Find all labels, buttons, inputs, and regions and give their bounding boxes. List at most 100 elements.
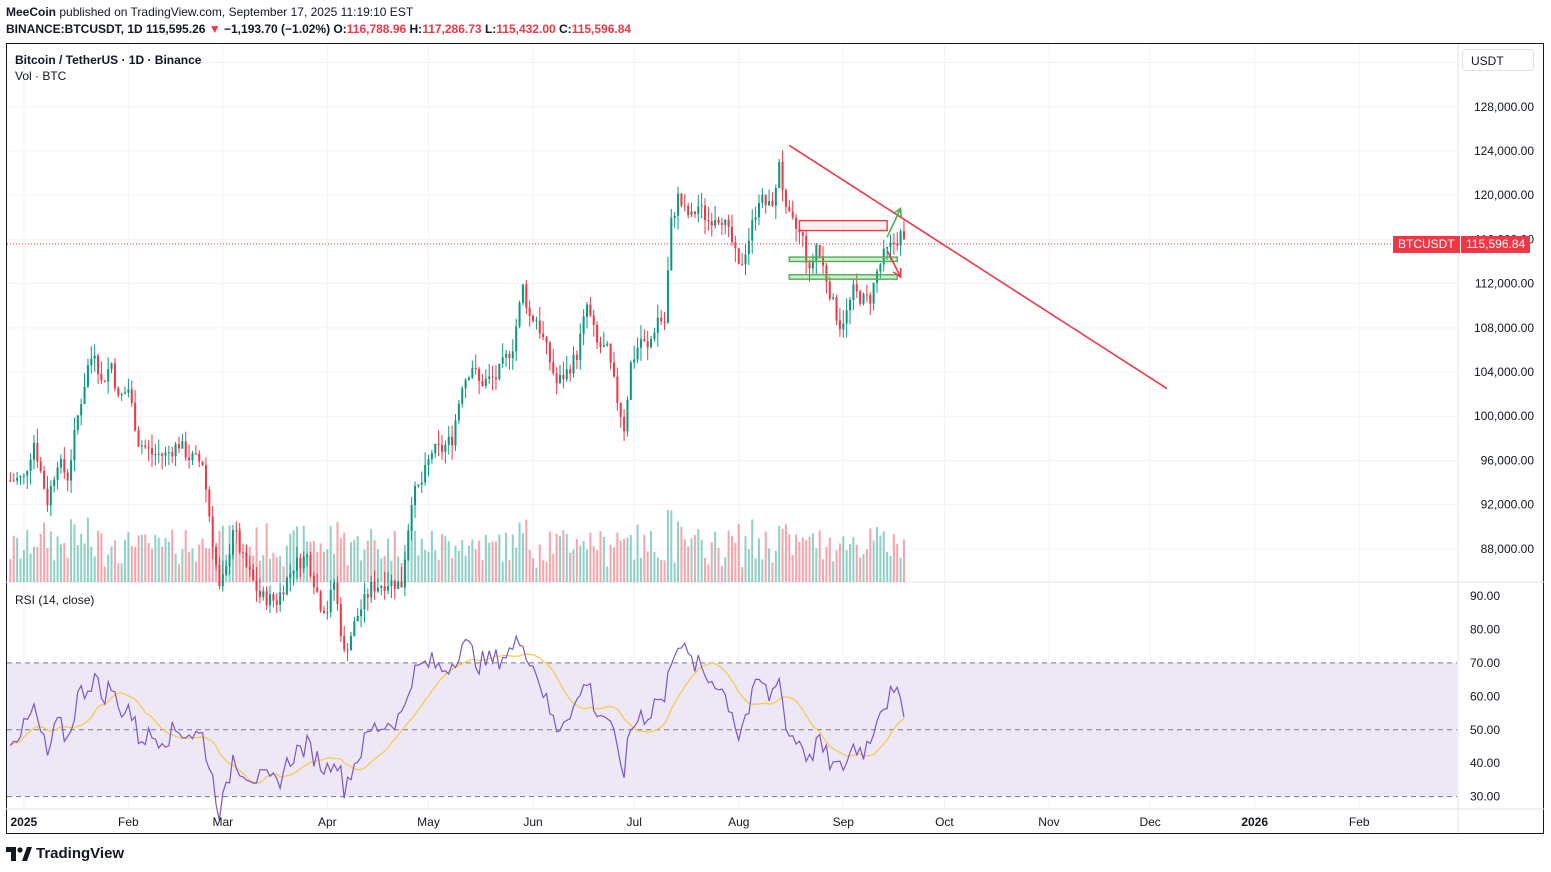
volume-bar xyxy=(29,553,32,582)
candle-body xyxy=(852,284,855,301)
candle-body xyxy=(832,297,835,299)
volume-bar xyxy=(511,534,514,582)
candle-body xyxy=(289,573,292,578)
candle-body xyxy=(154,454,157,456)
volume-bar xyxy=(761,559,764,582)
volume-bar xyxy=(538,544,541,582)
candle-body xyxy=(440,445,444,452)
volume-bar xyxy=(727,530,730,582)
candle-body xyxy=(117,388,120,396)
candle-body xyxy=(204,465,207,490)
volume-bar xyxy=(521,533,524,582)
candle-body xyxy=(97,355,100,374)
volume-bar xyxy=(666,509,669,582)
volume-bar xyxy=(798,541,801,582)
candle-body xyxy=(208,489,211,517)
chart-title[interactable]: Bitcoin / TetherUS · 1D · Binance xyxy=(15,53,202,67)
candle-body xyxy=(683,205,686,207)
volume-bar xyxy=(242,555,245,582)
candle-body xyxy=(130,389,133,403)
volume-bar xyxy=(474,549,477,582)
rsi-tick-label: 30.00 xyxy=(1470,790,1500,804)
candle-body xyxy=(353,621,356,637)
volume-bar xyxy=(326,549,329,582)
candle-body xyxy=(646,341,649,348)
volume-bar xyxy=(397,556,400,582)
candle-body xyxy=(144,445,147,448)
volume-bar xyxy=(366,540,369,582)
candle-body xyxy=(444,444,447,452)
volume-bar xyxy=(147,542,150,582)
volume-bar xyxy=(322,551,325,582)
open-value: 116,788.96 xyxy=(346,22,407,36)
rsi-legend[interactable]: RSI (14, close) xyxy=(15,593,95,607)
candle-body xyxy=(559,374,562,383)
candle-body xyxy=(326,612,329,614)
candle-body xyxy=(80,404,83,416)
volume-bar xyxy=(39,534,42,582)
author-name[interactable]: MeeCoin xyxy=(6,5,57,19)
candle-body xyxy=(43,470,46,489)
volume-bar xyxy=(734,542,737,582)
volume-bar xyxy=(670,510,673,582)
volume-bar xyxy=(150,548,154,582)
candle-body xyxy=(498,363,501,380)
time-tick-label: Mar xyxy=(212,815,233,829)
candle-body xyxy=(360,609,363,617)
candle-body xyxy=(39,461,42,471)
candle-body xyxy=(471,368,474,378)
candle-body xyxy=(693,211,696,215)
volume-bar xyxy=(680,526,683,582)
candle-body xyxy=(272,594,275,601)
price-tick-label: 124,000.00 xyxy=(1474,144,1534,158)
volume-bar xyxy=(501,561,504,582)
volume-legend[interactable]: Vol · BTC xyxy=(15,69,67,83)
rsi-band xyxy=(7,662,1457,798)
candle-body xyxy=(660,317,663,322)
volume-bar xyxy=(778,525,781,582)
volume-bar xyxy=(808,536,811,582)
currency-button[interactable]: USDT xyxy=(1462,49,1534,71)
tradingview-icon xyxy=(6,846,32,861)
candle-body xyxy=(855,284,858,292)
candle-body xyxy=(481,381,484,386)
volume-bar xyxy=(265,523,268,582)
candle-body xyxy=(737,248,740,264)
breakdown-arrow xyxy=(886,250,902,278)
volume-bar xyxy=(697,529,700,582)
candle-body xyxy=(730,226,734,243)
candle-body xyxy=(575,354,578,360)
tradingview-logo[interactable]: TradingView xyxy=(6,845,124,862)
candle-body xyxy=(218,564,221,587)
candle-body xyxy=(417,484,420,486)
volume-bar xyxy=(902,539,905,582)
candle-body xyxy=(784,189,787,207)
candle-body xyxy=(400,581,403,588)
candle-body xyxy=(532,315,535,322)
volume-bar xyxy=(451,558,454,582)
volume-bar xyxy=(548,531,551,582)
volume-bar xyxy=(643,534,646,582)
volume-bar xyxy=(599,531,602,582)
volume-bar xyxy=(771,562,774,582)
change-down-icon: ▼ xyxy=(208,22,221,36)
candle-body xyxy=(46,488,49,506)
candle-body xyxy=(299,557,302,569)
candle-body xyxy=(137,430,140,447)
candle-body xyxy=(599,342,602,347)
candle-body xyxy=(562,374,565,380)
volume-bar xyxy=(889,556,892,582)
candle-body xyxy=(373,581,376,592)
candle-body xyxy=(59,458,62,468)
candle-body xyxy=(420,482,423,485)
candle-body xyxy=(687,206,690,216)
volume-bar xyxy=(461,540,464,582)
candle-body xyxy=(899,231,902,246)
candle-body xyxy=(768,201,771,206)
breakdown-arrow-head xyxy=(892,267,902,279)
volume-bar xyxy=(76,545,79,582)
candle-body xyxy=(781,161,784,190)
rsi-line xyxy=(9,634,905,821)
candle-body xyxy=(90,358,93,366)
